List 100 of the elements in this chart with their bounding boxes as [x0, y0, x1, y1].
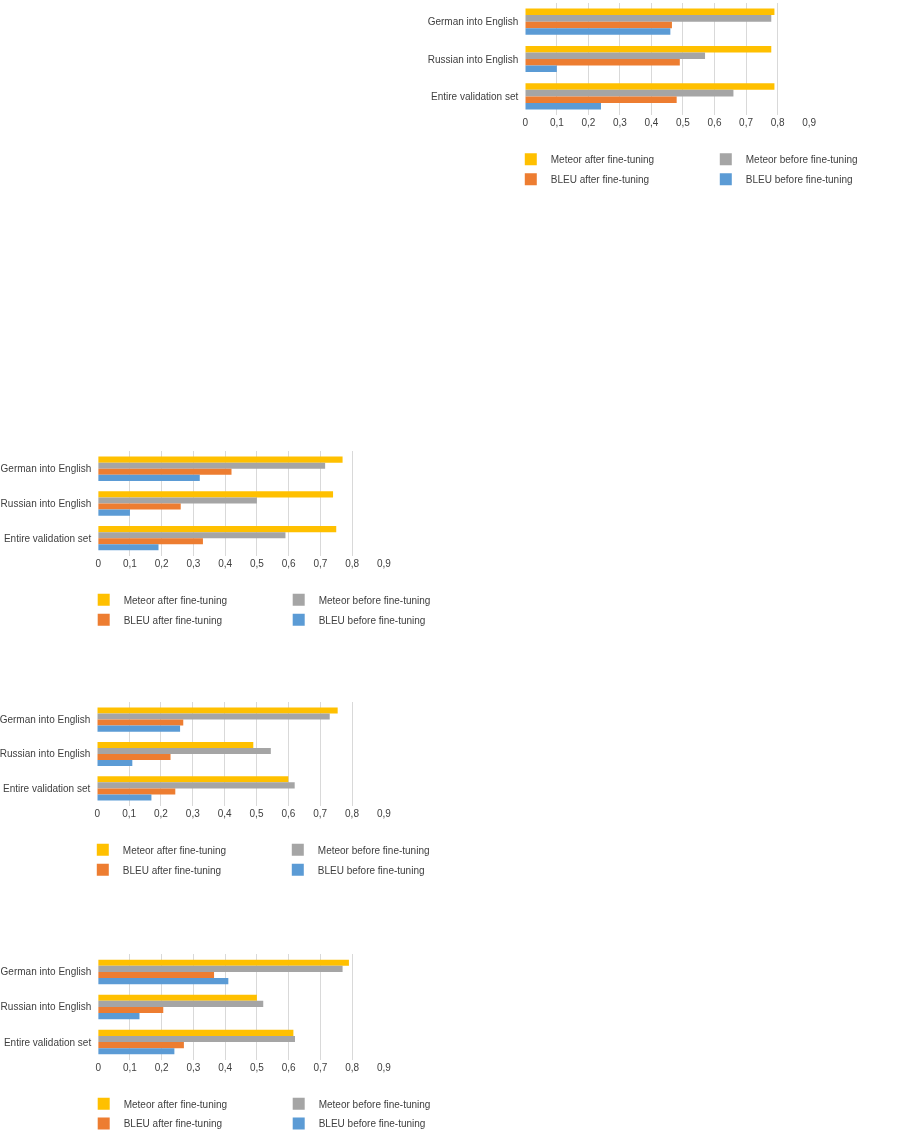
bar [525, 52, 706, 60]
bar [97, 794, 152, 801]
y-tick-label: German into English [0, 714, 91, 726]
x-tick-label: 0,6 [281, 1061, 297, 1073]
x-tick-label: 0,2 [154, 1061, 170, 1073]
bar [98, 971, 215, 979]
x-tick-label: 0,8 [345, 557, 360, 569]
legend-label: Meteor after fine-tuning [123, 594, 228, 606]
x-tick-label: 0,9 [376, 557, 392, 569]
bar [98, 474, 200, 481]
bar [98, 509, 130, 516]
y-tick-label: Russian into English [0, 497, 92, 509]
x-tick-label: 0,9 [376, 807, 392, 819]
x-tick-label: 0,3 [185, 807, 201, 819]
bar [525, 59, 680, 66]
bar [98, 1048, 175, 1055]
legend-label: BLEU before fine-tuning [318, 614, 426, 626]
bar [98, 497, 257, 504]
bar [98, 1035, 295, 1043]
bar [98, 491, 334, 498]
x-tick-label: 0,1 [122, 807, 137, 819]
x-tick-label: 0,5 [249, 1061, 265, 1073]
bar [525, 45, 772, 53]
bar [97, 725, 181, 732]
bar [98, 456, 343, 463]
bar [98, 462, 326, 469]
x-tick-label: 0,1 [549, 117, 565, 129]
x-tick-label: 0,6 [281, 807, 296, 819]
legend-label: Meteor before fine-tuning [317, 844, 430, 856]
x-tick-label: 0,7 [739, 117, 754, 129]
x-tick-label: 0,7 [313, 1061, 328, 1073]
y-tick-label: Entire validation set [3, 782, 91, 794]
y-tick-label: German into English [0, 463, 92, 475]
y-tick-label: Russian into English [0, 748, 91, 760]
y-tick-label: German into English [427, 16, 519, 28]
bar [98, 532, 286, 539]
y-tick-label: Entire validation set [3, 1036, 92, 1048]
bar [98, 1029, 294, 1036]
x-tick-label: 0,8 [345, 1061, 360, 1073]
y-tick-label: Russian into English [427, 53, 519, 65]
x-tick-label: 0,2 [154, 557, 170, 569]
bar [98, 526, 337, 533]
bar [97, 776, 289, 783]
x-tick-label: 0,2 [154, 807, 169, 819]
y-tick-label: Entire validation set [431, 90, 519, 102]
x-tick-label: 0 [95, 557, 102, 569]
legend-label: Meteor before fine-tuning [318, 1098, 431, 1110]
bar [98, 959, 349, 966]
x-tick-label: 0,6 [281, 557, 297, 569]
x-tick-label: 0,2 [581, 117, 596, 129]
legend-label: BLEU before fine-tuning [318, 1118, 426, 1130]
legend-label: Meteor after fine-tuning [122, 844, 227, 856]
bar [98, 538, 203, 545]
x-tick-label: 0,7 [313, 807, 328, 819]
bar [525, 15, 772, 22]
bar [98, 1000, 264, 1007]
x-tick-label: 0,1 [123, 1061, 138, 1073]
x-tick-label: 0 [522, 117, 529, 129]
x-tick-label: 0,3 [186, 557, 201, 569]
bar [97, 782, 295, 789]
legend-label: Meteor after fine-tuning [550, 154, 655, 166]
bar [98, 994, 257, 1001]
bar [97, 747, 271, 754]
bar [98, 978, 229, 985]
x-tick-label: 0 [94, 807, 101, 819]
bar [97, 788, 176, 795]
bar [98, 965, 343, 972]
bar [98, 1006, 164, 1014]
bar [98, 544, 159, 551]
x-tick-label: 0,3 [186, 1061, 201, 1073]
x-tick-label: 0,4 [217, 807, 233, 819]
bar [98, 468, 232, 475]
bar [525, 21, 672, 29]
bar [525, 96, 677, 103]
x-tick-label: 0,1 [123, 557, 138, 569]
legend-label: Meteor before fine-tuning [318, 594, 431, 606]
y-tick-label: Entire validation set [3, 532, 92, 544]
bar [98, 1042, 184, 1049]
x-tick-label: 0,8 [345, 807, 360, 819]
bar [98, 503, 181, 510]
x-tick-label: 0,5 [249, 807, 264, 819]
legend-label: BLEU before fine-tuning [745, 174, 853, 186]
x-tick-label: 0,4 [218, 1061, 233, 1073]
y-tick-label: German into English [0, 966, 92, 978]
bar [98, 1013, 140, 1020]
bar [97, 719, 184, 726]
x-tick-label: 0,4 [218, 557, 233, 569]
x-tick-label: 0,4 [644, 117, 659, 129]
bar [525, 8, 775, 16]
x-tick-label: 0,9 [376, 1061, 392, 1073]
legend-label: BLEU before fine-tuning [317, 864, 425, 876]
legend-label: BLEU after fine-tuning [550, 174, 650, 186]
y-tick-label: Russian into English [0, 1001, 92, 1013]
bar [525, 102, 601, 110]
bar [97, 753, 171, 761]
bar [525, 28, 671, 35]
x-tick-label: 0,7 [313, 557, 328, 569]
x-tick-label: 0,6 [707, 117, 722, 129]
x-tick-label: 0,5 [676, 117, 691, 129]
bar [97, 713, 330, 720]
